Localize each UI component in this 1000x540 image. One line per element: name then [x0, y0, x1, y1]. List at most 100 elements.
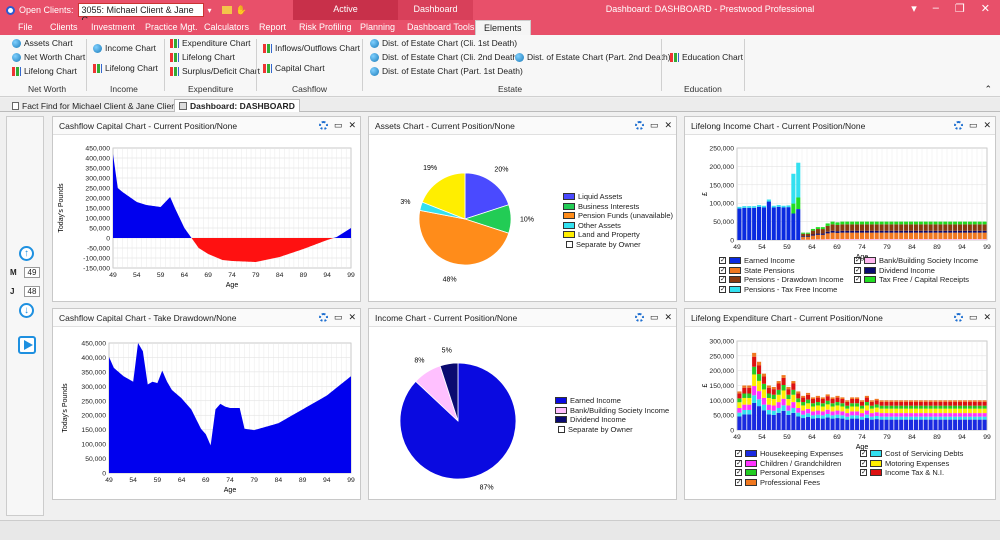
- legend-item[interactable]: ✓ Motoring Expenses: [860, 459, 985, 469]
- menu-calculators[interactable]: Calculators: [204, 22, 250, 32]
- legend-item[interactable]: ✓ Pensions - Tax Free Income: [719, 285, 854, 295]
- j-age-field[interactable]: 48: [24, 286, 40, 297]
- legend-item[interactable]: ✓ Pensions - Drawdown Income: [719, 275, 854, 285]
- expenditure-chart-button[interactable]: Expenditure Chart: [170, 38, 251, 48]
- estate-cli-2nd-death-button[interactable]: Dist. of Estate Chart (Cli. 2nd Death): [370, 52, 520, 62]
- income-chart-button[interactable]: Income Chart: [93, 43, 156, 53]
- education-chart-button[interactable]: Education Chart: [670, 52, 743, 62]
- close-icon[interactable]: ✕: [983, 120, 991, 130]
- checkbox-icon[interactable]: ✓: [854, 276, 861, 284]
- tab-dashboard[interactable]: Dashboard: DASHBOARD: [174, 99, 300, 112]
- legend-item[interactable]: ✓ State Pensions: [719, 266, 854, 276]
- separate-by-owner-checkbox[interactable]: Separate by Owner: [563, 240, 673, 250]
- income-lifelong-chart-button[interactable]: Lifelong Chart: [93, 63, 158, 73]
- checkbox-icon[interactable]: [566, 240, 573, 248]
- folder-icon[interactable]: [221, 6, 232, 14]
- menu-clients[interactable]: Clients: [50, 22, 78, 32]
- bar-segment: [845, 413, 850, 417]
- maximize-icon[interactable]: ▭: [968, 312, 978, 322]
- lifelong-chart-button[interactable]: Lifelong Chart: [12, 66, 77, 76]
- menu-report[interactable]: Report: [259, 22, 287, 32]
- dropdown-chevron-icon[interactable]: ▾: [207, 5, 212, 15]
- collapse-ribbon-icon[interactable]: ⌃: [984, 84, 992, 94]
- assets-chart-button[interactable]: Assets Chart: [12, 38, 73, 48]
- menu-file[interactable]: File: [18, 22, 33, 32]
- close-icon[interactable]: ✕: [983, 312, 991, 322]
- legend-item[interactable]: ✓ Children / Grandchildren: [735, 459, 860, 469]
- legend-item[interactable]: ✓ Tax Free / Capital Receipts: [854, 275, 989, 285]
- checkbox-icon[interactable]: ✓: [719, 285, 726, 293]
- inflows-outflows-chart-button[interactable]: Inflows/Outflows Chart: [263, 43, 360, 53]
- bar-segment: [879, 230, 884, 233]
- checkbox-icon[interactable]: ✓: [735, 478, 742, 486]
- checkbox-icon[interactable]: ✓: [719, 266, 726, 274]
- checkbox-icon[interactable]: [558, 425, 565, 433]
- separate-by-owner-checkbox[interactable]: Separate by Owner: [555, 425, 669, 435]
- maximize-icon[interactable]: ▭: [649, 120, 659, 130]
- menu-practice-mgt[interactable]: Practice Mgt.: [145, 22, 198, 32]
- expenditure-lifelong-chart-button[interactable]: Lifelong Chart: [170, 52, 235, 62]
- estate-part-2nd-death-button[interactable]: Dist. of Estate Chart (Part. 2nd Death): [515, 52, 671, 62]
- gear-icon[interactable]: [318, 313, 328, 322]
- maximize-icon[interactable]: ▭: [333, 312, 343, 322]
- legend-item[interactable]: ✓ Dividend Income: [854, 266, 989, 276]
- legend-item[interactable]: ✓ Housekeeping Expenses: [735, 449, 860, 459]
- ribbon-options-icon[interactable]: ▾: [911, 3, 917, 15]
- gear-icon[interactable]: [318, 121, 328, 130]
- legend-item[interactable]: ✓ Earned Income: [719, 256, 854, 266]
- menu-investment[interactable]: Investment: [91, 22, 136, 32]
- close-icon[interactable]: ✕: [664, 120, 672, 130]
- bar-segment: [855, 398, 860, 404]
- close-icon[interactable]: ✕: [980, 3, 990, 15]
- maximize-icon[interactable]: ▭: [968, 120, 978, 130]
- checkbox-icon[interactable]: ✓: [719, 257, 726, 265]
- surplus-deficit-chart-button[interactable]: Surplus/Deficit Chart: [170, 66, 260, 76]
- checkbox-icon[interactable]: ✓: [735, 469, 742, 477]
- gear-icon[interactable]: [634, 313, 644, 322]
- net-worth-chart-button[interactable]: Net Worth Chart: [12, 52, 85, 62]
- menu-risk-profiling[interactable]: Risk Profiling: [299, 22, 352, 32]
- checkbox-icon[interactable]: ✓: [854, 266, 861, 274]
- checkbox-icon[interactable]: ✓: [735, 450, 742, 458]
- minimize-icon[interactable]: –: [932, 2, 939, 14]
- close-icon[interactable]: ✕: [348, 120, 356, 130]
- play-button[interactable]: [18, 336, 36, 354]
- maximize-icon[interactable]: ▭: [333, 120, 343, 130]
- m-age-field[interactable]: 49: [24, 267, 40, 278]
- gear-icon[interactable]: [953, 121, 963, 130]
- legend-item[interactable]: ✓ Income Tax & N.I.: [860, 468, 985, 478]
- capital-chart-button[interactable]: Capital Chart: [263, 63, 325, 73]
- legend-item[interactable]: ✓ Personal Expenses: [735, 468, 860, 478]
- bar-segment: [820, 406, 825, 412]
- gear-icon[interactable]: [634, 121, 644, 130]
- menu-planning[interactable]: Planning: [360, 22, 396, 32]
- bar-segment: [933, 413, 938, 417]
- estate-part-1st-death-button[interactable]: Dist. of Estate Chart (Part. 1st Death): [370, 66, 523, 76]
- checkbox-icon[interactable]: ✓: [860, 450, 867, 458]
- tab-fact-find[interactable]: Fact Find for Michael Client & Jane Clie…: [8, 99, 182, 112]
- checkbox-icon[interactable]: ✓: [735, 459, 742, 467]
- estate-cli-1st-death-button[interactable]: Dist. of Estate Chart (Cli. 1st Death): [370, 38, 517, 48]
- close-icon[interactable]: ✕: [664, 312, 672, 322]
- menu-dashboard-tools[interactable]: Dashboard Tools: [407, 22, 475, 32]
- y-tick-label: 200,000: [81, 413, 106, 420]
- maximize-icon[interactable]: ▭: [649, 312, 659, 322]
- menu-elements[interactable]: Elements: [475, 20, 531, 35]
- legend-item[interactable]: ✓ Professional Fees: [735, 478, 860, 488]
- open-clients-combo[interactable]: 3055: Michael Client & Jane C...: [77, 3, 204, 25]
- checkbox-icon[interactable]: ✓: [854, 257, 861, 265]
- bar-segment: [815, 395, 820, 398]
- restore-icon[interactable]: ❐: [954, 3, 965, 15]
- gear-icon[interactable]: [953, 313, 963, 322]
- checkbox-icon[interactable]: ✓: [719, 276, 726, 284]
- bar-segment: [820, 229, 825, 234]
- hand-icon[interactable]: ✋: [235, 4, 247, 15]
- legend-item[interactable]: ✓ Cost of Servicing Debts: [860, 449, 985, 459]
- legend-item[interactable]: ✓ Bank/Building Society Income: [854, 256, 989, 266]
- age-up-button[interactable]: ↑: [19, 246, 34, 261]
- close-icon[interactable]: ✕: [348, 312, 356, 322]
- bar-segment: [815, 239, 820, 240]
- age-down-button[interactable]: ↓: [19, 303, 34, 318]
- checkbox-icon[interactable]: ✓: [860, 469, 867, 477]
- checkbox-icon[interactable]: ✓: [860, 459, 867, 467]
